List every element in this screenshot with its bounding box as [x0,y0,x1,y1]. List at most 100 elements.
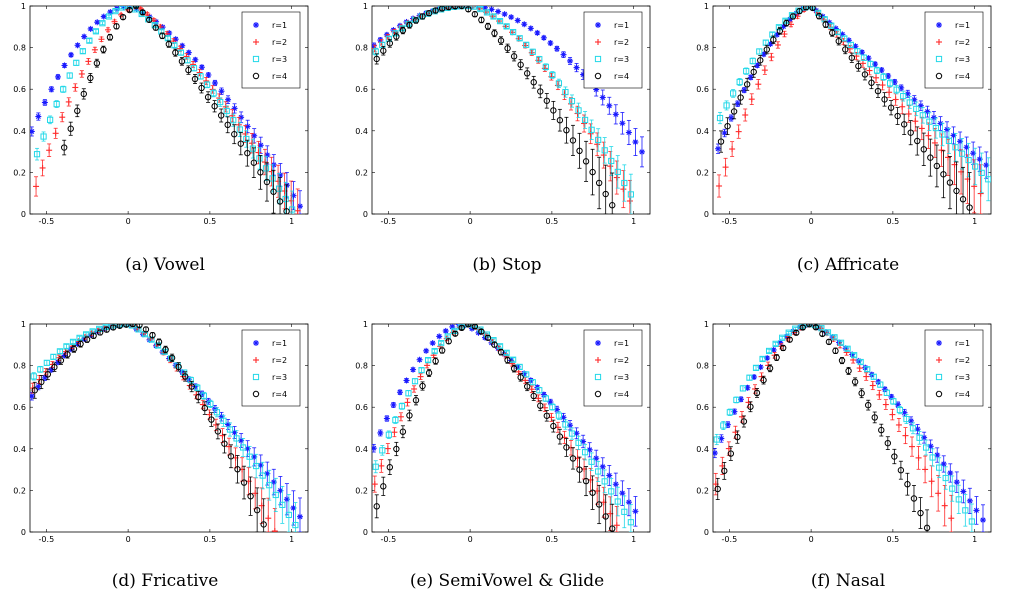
data-point [207,400,214,408]
data-point [377,429,384,436]
data-point [786,336,793,343]
data-point [56,348,64,355]
data-point [514,17,521,24]
data-point [100,13,107,20]
data-point [442,327,449,334]
data-point [912,118,919,125]
data-point [288,197,295,204]
data-point [87,74,94,82]
data-point [928,478,935,485]
data-point [842,46,849,53]
data-point [716,114,724,122]
data-point [236,126,243,133]
data-point [289,206,296,213]
x-tick-label: -0.5 [381,535,397,544]
data-point [556,117,564,124]
data-point [113,23,120,30]
data-point [871,414,878,421]
data-point [77,340,84,348]
data-point [423,347,430,354]
data-point [384,445,391,452]
data-point [393,445,400,453]
data-point [896,406,904,414]
data-point [773,354,780,361]
data-point [279,501,286,508]
data-point [763,46,771,53]
data-point [543,412,551,419]
data-point [789,13,797,20]
legend-marker [595,340,601,346]
data-point [465,6,472,13]
data-point [530,392,537,400]
data-point [527,25,534,32]
data-point [904,90,911,97]
data-point [768,54,775,61]
x-tick-label: 1 [631,217,636,226]
data-point [562,421,569,428]
data-point [613,174,620,181]
data-point [33,183,40,190]
data-point [917,509,924,517]
data-point [941,502,948,509]
data-point [530,79,537,86]
data-point [734,100,741,107]
data-point [510,53,518,60]
data-point [947,469,954,476]
data-point [602,190,609,198]
data-point [40,133,47,140]
data-point [197,73,204,80]
data-point [595,501,603,508]
data-point [930,114,937,121]
y-tick-label: 0.8 [696,362,709,371]
data-point [621,508,628,515]
data-point [523,371,530,378]
data-point [484,23,492,30]
data-point [537,402,544,409]
data-point [569,455,577,462]
data-point [203,77,210,84]
x-tick-label: 0 [468,535,473,544]
data-point [796,7,803,15]
legend-label: r=1 [955,339,970,348]
data-point [612,481,619,488]
data-point [39,164,46,171]
legend-label: r=4 [272,390,287,399]
data-point [510,28,517,36]
data-point [465,324,472,328]
data-point [739,385,747,392]
data-point [720,422,727,429]
data-point [569,137,577,144]
data-point [900,121,908,128]
data-point [958,150,966,157]
data-point [152,24,159,31]
chart-svg-semivowel-glide: -0.5 0 0.5 1 0 0.2 0.4 0.6 0.8 1 r=1 r=2 r=3 r=4 [355,320,651,544]
data-point [491,341,498,348]
data-point [504,356,511,364]
legend-label: r=2 [955,38,970,47]
data-point [238,114,245,121]
data-point [43,359,50,366]
data-point [96,329,104,336]
data-point [383,415,390,422]
data-point [210,90,217,97]
data-point [501,11,508,18]
data-point [845,367,852,375]
legend-label: r=1 [272,21,287,30]
data-point [155,338,163,346]
x-tick-label: 1 [289,217,294,226]
data-point [855,62,862,70]
data-point [884,439,892,447]
data-point [96,325,103,333]
legend-marker [595,22,601,28]
data-point [438,340,445,347]
data-point [799,324,806,331]
y-tick-label: 0.2 [355,486,368,495]
data-point [740,418,748,425]
data-point [716,182,723,189]
data-point [87,25,94,32]
legend-label: r=3 [614,373,629,382]
data-point [403,377,410,384]
data-point [93,59,101,67]
data-point [536,387,543,394]
data-point [57,357,65,364]
